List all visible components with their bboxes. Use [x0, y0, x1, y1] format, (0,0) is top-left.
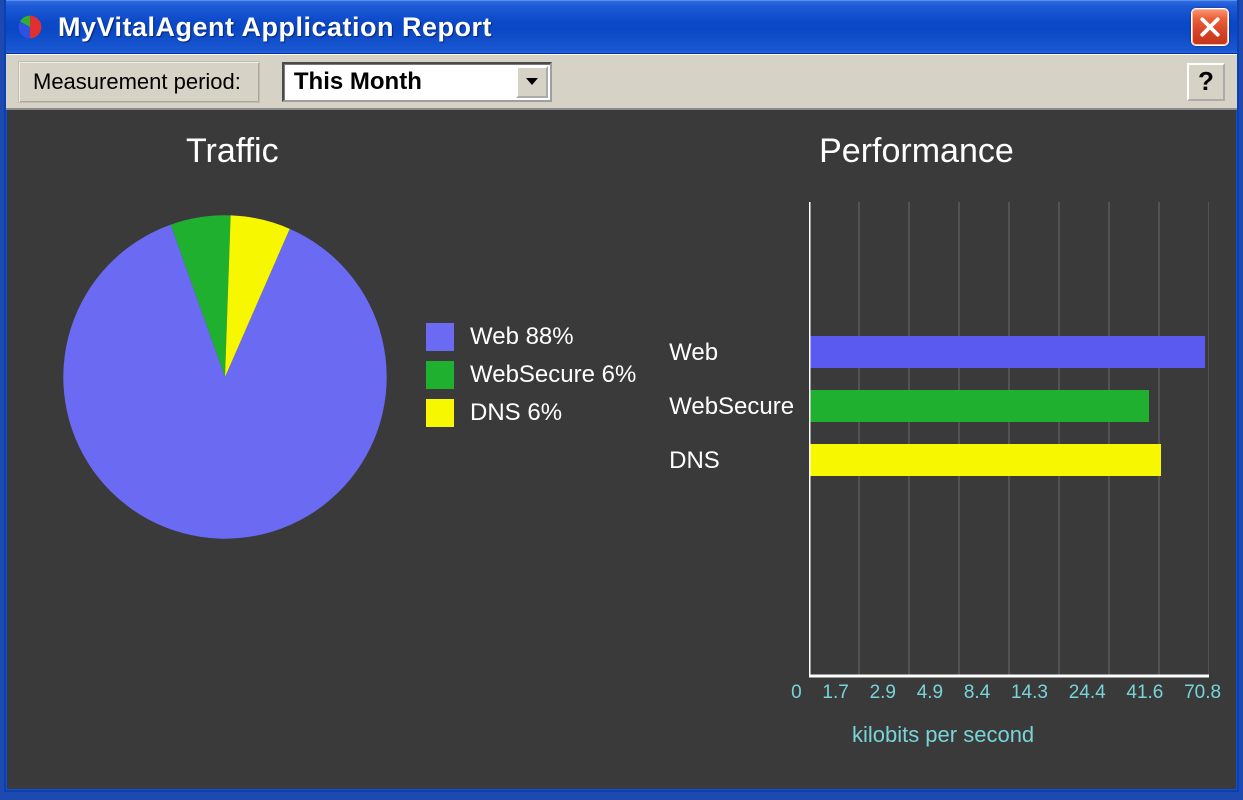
legend-swatch	[426, 399, 454, 427]
bar-label: DNS	[669, 434, 794, 488]
period-dropdown-value: This Month	[284, 68, 514, 96]
bar-label: Web	[669, 326, 794, 380]
help-button[interactable]: ?	[1187, 63, 1225, 101]
dropdown-arrow-button[interactable]	[516, 66, 548, 98]
bar-web	[809, 336, 1205, 368]
xtick-label: 1.7	[822, 682, 848, 704]
xtick-label: 14.3	[1011, 682, 1048, 704]
legend-item: DNS 6%	[426, 394, 636, 432]
chevron-down-icon	[525, 77, 539, 87]
performance-xlabel: kilobits per second	[669, 722, 1217, 748]
xtick-label: 24.4	[1069, 682, 1106, 704]
titlebar: MyVitalAgent Application Report	[6, 0, 1237, 54]
xtick-label: 4.9	[917, 682, 943, 704]
help-icon: ?	[1198, 66, 1214, 97]
legend-label: WebSecure 6%	[470, 361, 636, 389]
content-area: Traffic Web 88% WebSecure 6% DNS 6% Perfor…	[26, 124, 1217, 776]
bar-label: WebSecure	[669, 380, 794, 434]
legend-swatch	[426, 361, 454, 389]
performance-title: Performance	[819, 132, 1014, 171]
close-icon	[1199, 16, 1221, 38]
window-title: MyVitalAgent Application Report	[58, 12, 492, 43]
traffic-legend: Web 88% WebSecure 6% DNS 6%	[426, 318, 636, 432]
bar-websecure	[809, 390, 1149, 422]
period-dropdown[interactable]: This Month	[282, 62, 552, 102]
traffic-panel: Traffic Web 88% WebSecure 6% DNS 6%	[26, 124, 669, 776]
performance-panel: Performance WebWebSecureDNS 0 1.7 2.9 4.9 8.…	[669, 124, 1217, 776]
traffic-title: Traffic	[186, 132, 279, 171]
legend-item: WebSecure 6%	[426, 356, 636, 394]
legend-label: DNS 6%	[470, 399, 562, 427]
performance-bar-labels: WebWebSecureDNS	[669, 326, 794, 488]
traffic-pie-chart	[60, 212, 390, 542]
period-label: Measurement period:	[18, 61, 260, 103]
xtick-label: 70.8	[1184, 682, 1221, 704]
performance-xticks: 0 1.7 2.9 4.9 8.4 14.3 24.4 41.6 70.8	[791, 682, 1221, 704]
legend-item: Web 88%	[426, 318, 636, 356]
app-window: MyVitalAgent Application Report Measurem…	[4, 0, 1239, 792]
xtick-label: 41.6	[1126, 682, 1163, 704]
xtick-label: 8.4	[964, 682, 990, 704]
xtick-label: 0	[791, 682, 802, 704]
toolbar: Measurement period: This Month ?	[6, 54, 1237, 110]
legend-swatch	[426, 323, 454, 351]
bar-dns	[809, 444, 1161, 476]
xtick-label: 2.9	[870, 682, 896, 704]
close-button[interactable]	[1191, 8, 1229, 46]
legend-label: Web 88%	[470, 323, 574, 351]
performance-bar-chart	[809, 202, 1209, 710]
app-icon	[16, 13, 44, 41]
